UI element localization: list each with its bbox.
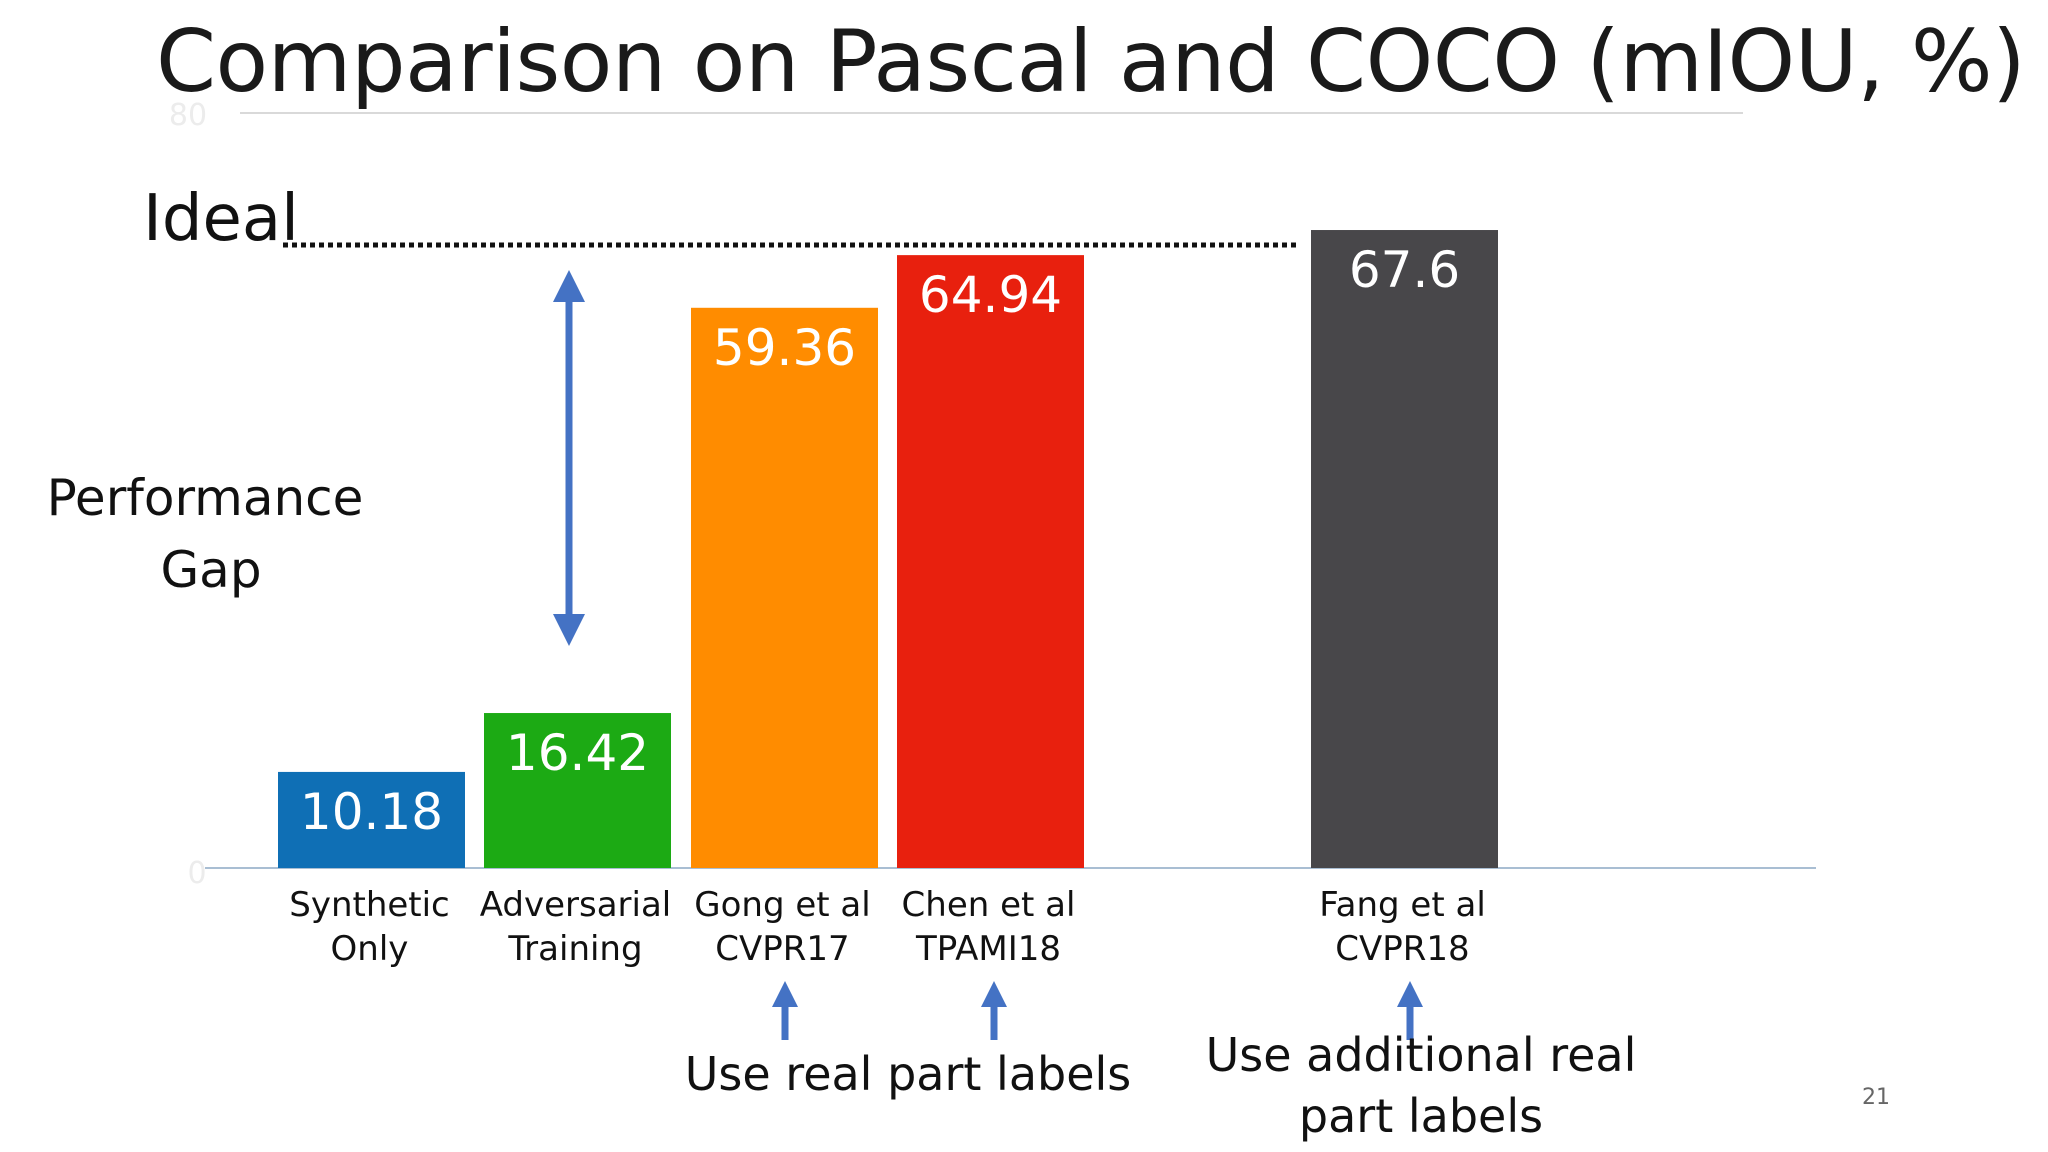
category-label: Adversarial xyxy=(480,885,672,925)
slide-title: Comparison on Pascal and COCO (mIOU, %) xyxy=(156,12,2026,112)
category-label: CVPR18 xyxy=(1335,929,1469,969)
bar xyxy=(897,255,1084,868)
bar xyxy=(484,713,671,868)
y-tick-label: 80 xyxy=(169,98,207,133)
gap-label: Gap xyxy=(160,541,261,599)
bar xyxy=(1311,230,1498,868)
gap-label: Performance xyxy=(47,469,364,527)
real-part-note: Use real part labels xyxy=(685,1047,1132,1101)
fang-arrow-head xyxy=(1397,981,1423,1007)
bar-value-label: 67.6 xyxy=(1349,241,1460,299)
category-label: Chen et al xyxy=(902,885,1076,925)
category-label: Only xyxy=(331,929,409,969)
bar-value-label: 64.94 xyxy=(919,266,1062,324)
bar-value-label: 16.42 xyxy=(506,724,649,782)
bar xyxy=(691,307,878,868)
chen-arrow-head xyxy=(981,981,1007,1007)
category-label: Fang et al xyxy=(1319,885,1486,925)
gong-arrow-head xyxy=(772,981,798,1007)
category-label: TPAMI18 xyxy=(915,929,1061,969)
category-label: Gong et al xyxy=(694,885,870,925)
gap-arrow-up-head xyxy=(553,270,585,302)
slide-number: 21 xyxy=(1862,1085,1890,1110)
bar-value-label: 10.18 xyxy=(300,783,443,841)
ideal-label: Ideal xyxy=(143,182,299,256)
bar-value-label: 59.36 xyxy=(713,319,856,377)
category-label: CVPR17 xyxy=(715,929,849,969)
y-tick-label: 0 xyxy=(187,856,206,891)
additional-note: Use additional real xyxy=(1206,1028,1637,1082)
category-label: Training xyxy=(507,929,642,969)
gap-arrow-down-head xyxy=(553,614,585,646)
category-label: Synthetic xyxy=(289,885,450,925)
additional-note: part labels xyxy=(1299,1089,1543,1143)
bar xyxy=(278,771,465,868)
